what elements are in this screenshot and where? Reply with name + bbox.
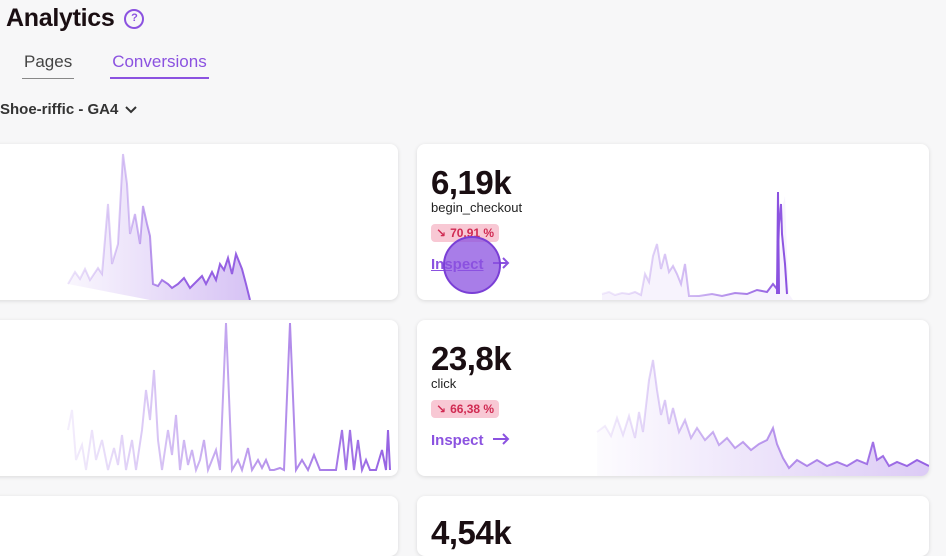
- conversion-card: [0, 144, 398, 300]
- sparkline-chart: [596, 359, 929, 476]
- change-value: 70,91 %: [450, 226, 495, 240]
- metric-value: 4,54k: [431, 514, 512, 551]
- chevron-down-icon: [124, 105, 138, 115]
- conversion-card: [0, 320, 398, 476]
- metric-value: 23,8k: [431, 340, 512, 377]
- sparkline-chart: [67, 322, 391, 474]
- tab-pages[interactable]: Pages: [22, 52, 75, 79]
- property-selector[interactable]: Shoe-riffic - GA4: [0, 101, 138, 118]
- metric-value: 6,19k: [431, 164, 512, 201]
- trend-down-icon: ↘: [436, 226, 447, 240]
- conversion-card: [0, 496, 398, 556]
- inspect-link[interactable]: Inspect: [431, 432, 510, 449]
- property-selector-label: Shoe-riffic - GA4: [0, 101, 119, 118]
- cursor-highlight: [443, 236, 501, 294]
- help-circle-icon[interactable]: ?: [124, 8, 145, 29]
- change-value: 66,38 %: [450, 402, 495, 416]
- sparkline-chart: [67, 153, 251, 300]
- conversion-card-click: 23,8k click ↘ 66,38 % Inspect: [417, 320, 929, 476]
- tab-bar: Pages Conversions: [22, 52, 209, 79]
- sparkline-chart: [601, 191, 793, 300]
- tab-conversions[interactable]: Conversions: [110, 52, 209, 79]
- conversion-card: 4,54k: [417, 496, 929, 556]
- change-badge: ↘ 66,38 %: [431, 400, 500, 418]
- arrow-right-icon: [492, 432, 510, 449]
- inspect-label: Inspect: [431, 432, 484, 449]
- page-header: Analytics ?: [6, 4, 145, 33]
- event-name: click: [431, 376, 457, 391]
- event-name: begin_checkout: [431, 200, 523, 215]
- page-title: Analytics: [6, 4, 115, 32]
- trend-down-icon: ↘: [436, 402, 447, 416]
